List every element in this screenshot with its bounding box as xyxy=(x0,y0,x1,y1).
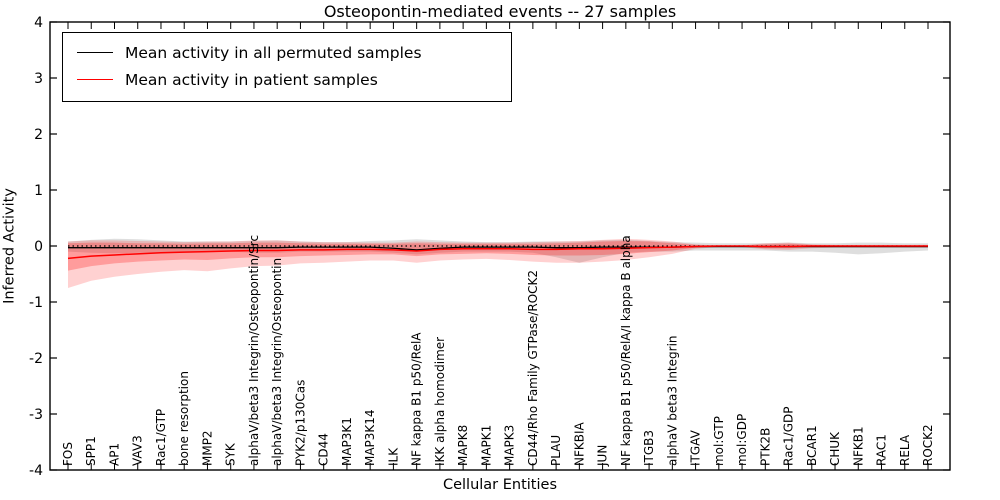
entity-tick-label: PYK2/p130Cas xyxy=(293,380,307,466)
chart-title: Osteopontin-mediated events -- 27 sample… xyxy=(323,2,677,21)
y-tick-label: -1 xyxy=(29,295,43,311)
entity-tick-label: NFKB1 xyxy=(851,426,865,466)
entity-tick-label: CD44 xyxy=(317,433,331,466)
legend-item-permuted: Mean activity in all permuted samples xyxy=(63,39,511,66)
entity-tick-label: MAPK8 xyxy=(456,425,470,466)
legend-label-permuted: Mean activity in all permuted samples xyxy=(125,43,422,62)
y-tick-label: 2 xyxy=(34,127,43,143)
y-tick-label: 0 xyxy=(34,239,43,255)
entity-tick-label: MMP2 xyxy=(200,430,214,466)
entity-tick-label: ITGB3 xyxy=(642,430,656,466)
entity-tick-label: alphaV/beta3 Integrin/Osteopontin/Src xyxy=(247,235,261,466)
y-tick-label: 4 xyxy=(34,15,43,31)
entity-tick-label: SPP1 xyxy=(84,436,98,466)
legend-label-patient: Mean activity in patient samples xyxy=(125,70,378,89)
entity-tick-label: BCAR1 xyxy=(805,425,819,466)
entity-tick-label: RAC1 xyxy=(875,434,889,466)
entity-tick-label: Rac1/GTP xyxy=(154,409,168,466)
entity-tick-label: ROCK2 xyxy=(921,424,935,466)
entity-tick-label: alphaV/beta3 Integrin/Osteopontin xyxy=(270,258,284,466)
entity-tick-label: RELA xyxy=(898,434,912,466)
entity-tick-label: Rac1/GDP xyxy=(782,407,796,466)
y-tick-label: -3 xyxy=(29,407,43,423)
y-tick-label: -2 xyxy=(29,351,43,367)
entity-tick-label: JUN xyxy=(596,445,610,467)
y-axis-label: Inferred Activity xyxy=(1,188,18,304)
entity-tick-label: MAP3K1 xyxy=(340,417,354,466)
entity-tick-label: MAPK1 xyxy=(479,425,493,466)
patient-line-swatch xyxy=(77,79,113,80)
entity-tick-label: VAV3 xyxy=(131,435,145,466)
patient-mean-line xyxy=(67,245,928,260)
entity-tick-label: AP1 xyxy=(107,443,121,466)
entity-tick-label: NF kappa B1 p50/RelA/I kappa B alpha xyxy=(619,235,633,466)
entity-tick-label: CHUK xyxy=(828,431,842,466)
x-axis-label: Cellular Entities xyxy=(442,477,558,493)
entity-tick-label: SYK xyxy=(224,442,238,466)
entity-tick-label: PLAU xyxy=(549,435,563,466)
legend-item-patient: Mean activity in patient samples xyxy=(63,66,511,93)
y-tick-label: -4 xyxy=(29,463,43,479)
y-tick-label: 3 xyxy=(34,71,43,87)
permuted-std-band xyxy=(68,238,928,263)
permuted-line-swatch xyxy=(77,52,113,53)
entity-tick-label: mol:GTP xyxy=(712,416,726,466)
entity-tick-label: PTK2B xyxy=(758,428,772,466)
entity-tick-label: IKK alpha homodimer xyxy=(433,337,447,466)
patient-std-band-inner xyxy=(68,240,928,271)
entity-tick-label: FOS xyxy=(61,442,75,466)
entity-tick-label: ILK xyxy=(386,447,400,466)
entity-tick-label: bone resorption xyxy=(177,371,191,466)
legend: Mean activity in all permuted samples Me… xyxy=(62,32,512,102)
y-tick-label: 1 xyxy=(34,183,43,199)
entity-tick-label: mol:GDP xyxy=(735,414,749,466)
entity-tick-label: MAP3K14 xyxy=(363,409,377,466)
entity-tick-label: NFKBIA xyxy=(572,421,586,466)
entity-tick-label: NF kappa B1 p50/RelA xyxy=(410,332,424,466)
entity-tick-label: ITGAV xyxy=(689,429,703,466)
entity-tick-label: alphaV beta3 Integrin xyxy=(665,335,679,466)
entity-tick-label: MAPK3 xyxy=(503,425,517,466)
entity-tick-label: CD44/Rho Family GTPase/ROCK2 xyxy=(526,270,540,466)
